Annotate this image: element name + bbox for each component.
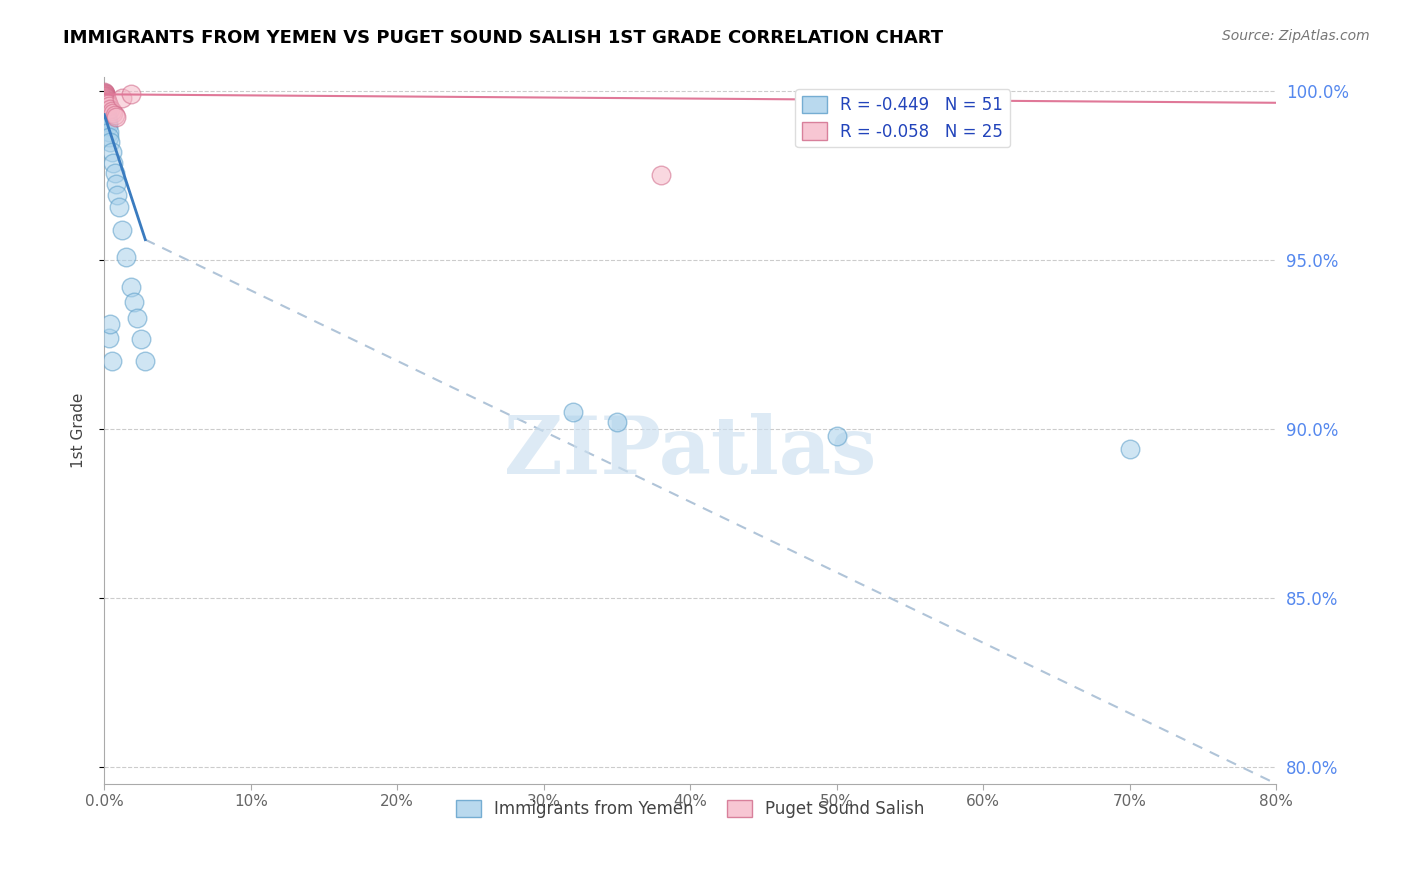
Point	[94, 97, 117, 112]
Point	[115, 250, 138, 264]
Point	[93, 89, 115, 103]
Point	[125, 311, 148, 326]
Point	[120, 87, 142, 102]
Point	[111, 91, 134, 105]
Point	[122, 295, 145, 310]
Point	[94, 101, 117, 115]
Point	[97, 99, 120, 113]
Text: ZIPatlas: ZIPatlas	[505, 413, 876, 491]
Point	[1118, 442, 1140, 457]
Point	[96, 95, 118, 110]
Point	[111, 222, 134, 236]
Point	[94, 102, 117, 116]
Point	[93, 91, 115, 105]
Point	[93, 86, 115, 100]
Point	[97, 124, 120, 138]
Point	[96, 107, 118, 121]
Point	[94, 88, 117, 103]
Point	[93, 92, 115, 106]
Point	[94, 91, 117, 105]
Point	[562, 405, 585, 419]
Point	[96, 115, 118, 129]
Point	[100, 354, 122, 368]
Point	[94, 95, 117, 109]
Point	[98, 129, 121, 144]
Point	[93, 86, 115, 100]
Point	[98, 102, 121, 116]
Point	[96, 94, 118, 108]
Point	[98, 136, 121, 150]
Point	[94, 104, 117, 119]
Point	[103, 107, 125, 121]
Point	[94, 88, 117, 103]
Point	[97, 97, 120, 112]
Y-axis label: 1st Grade: 1st Grade	[72, 392, 86, 468]
Point	[108, 200, 131, 214]
Point	[94, 92, 117, 106]
Point	[96, 108, 118, 122]
Point	[98, 317, 121, 331]
Point	[94, 99, 117, 113]
Text: IMMIGRANTS FROM YEMEN VS PUGET SOUND SALISH 1ST GRADE CORRELATION CHART: IMMIGRANTS FROM YEMEN VS PUGET SOUND SAL…	[63, 29, 943, 47]
Point	[96, 94, 118, 108]
Point	[97, 331, 120, 345]
Point	[94, 89, 117, 103]
Text: Source: ZipAtlas.com: Source: ZipAtlas.com	[1222, 29, 1369, 44]
Point	[96, 104, 118, 119]
Point	[94, 106, 117, 120]
Legend: Immigrants from Yemen, Puget Sound Salish: Immigrants from Yemen, Puget Sound Salis…	[449, 793, 931, 825]
Point	[825, 428, 848, 442]
Point	[94, 90, 117, 104]
Point	[107, 188, 129, 202]
Point	[606, 415, 628, 429]
Point	[101, 155, 124, 169]
Point	[100, 145, 122, 159]
Point	[94, 94, 117, 108]
Point	[96, 95, 118, 109]
Point	[96, 112, 118, 127]
Point	[103, 166, 125, 180]
Point	[97, 120, 120, 134]
Point	[898, 101, 921, 115]
Point	[93, 87, 115, 102]
Point	[129, 332, 152, 346]
Point	[96, 109, 118, 123]
Point	[93, 89, 115, 103]
Point	[120, 280, 142, 294]
Point	[100, 103, 122, 118]
Point	[650, 169, 672, 183]
Point	[94, 99, 117, 113]
Point	[94, 91, 117, 105]
Point	[105, 177, 128, 191]
Point	[94, 91, 117, 105]
Point	[96, 111, 118, 125]
Point	[93, 85, 115, 99]
Point	[93, 87, 115, 101]
Point	[101, 105, 124, 120]
Point	[105, 110, 128, 124]
Point	[94, 96, 117, 111]
Point	[94, 95, 117, 110]
Point	[94, 87, 117, 102]
Point	[94, 94, 117, 108]
Point	[134, 354, 156, 368]
